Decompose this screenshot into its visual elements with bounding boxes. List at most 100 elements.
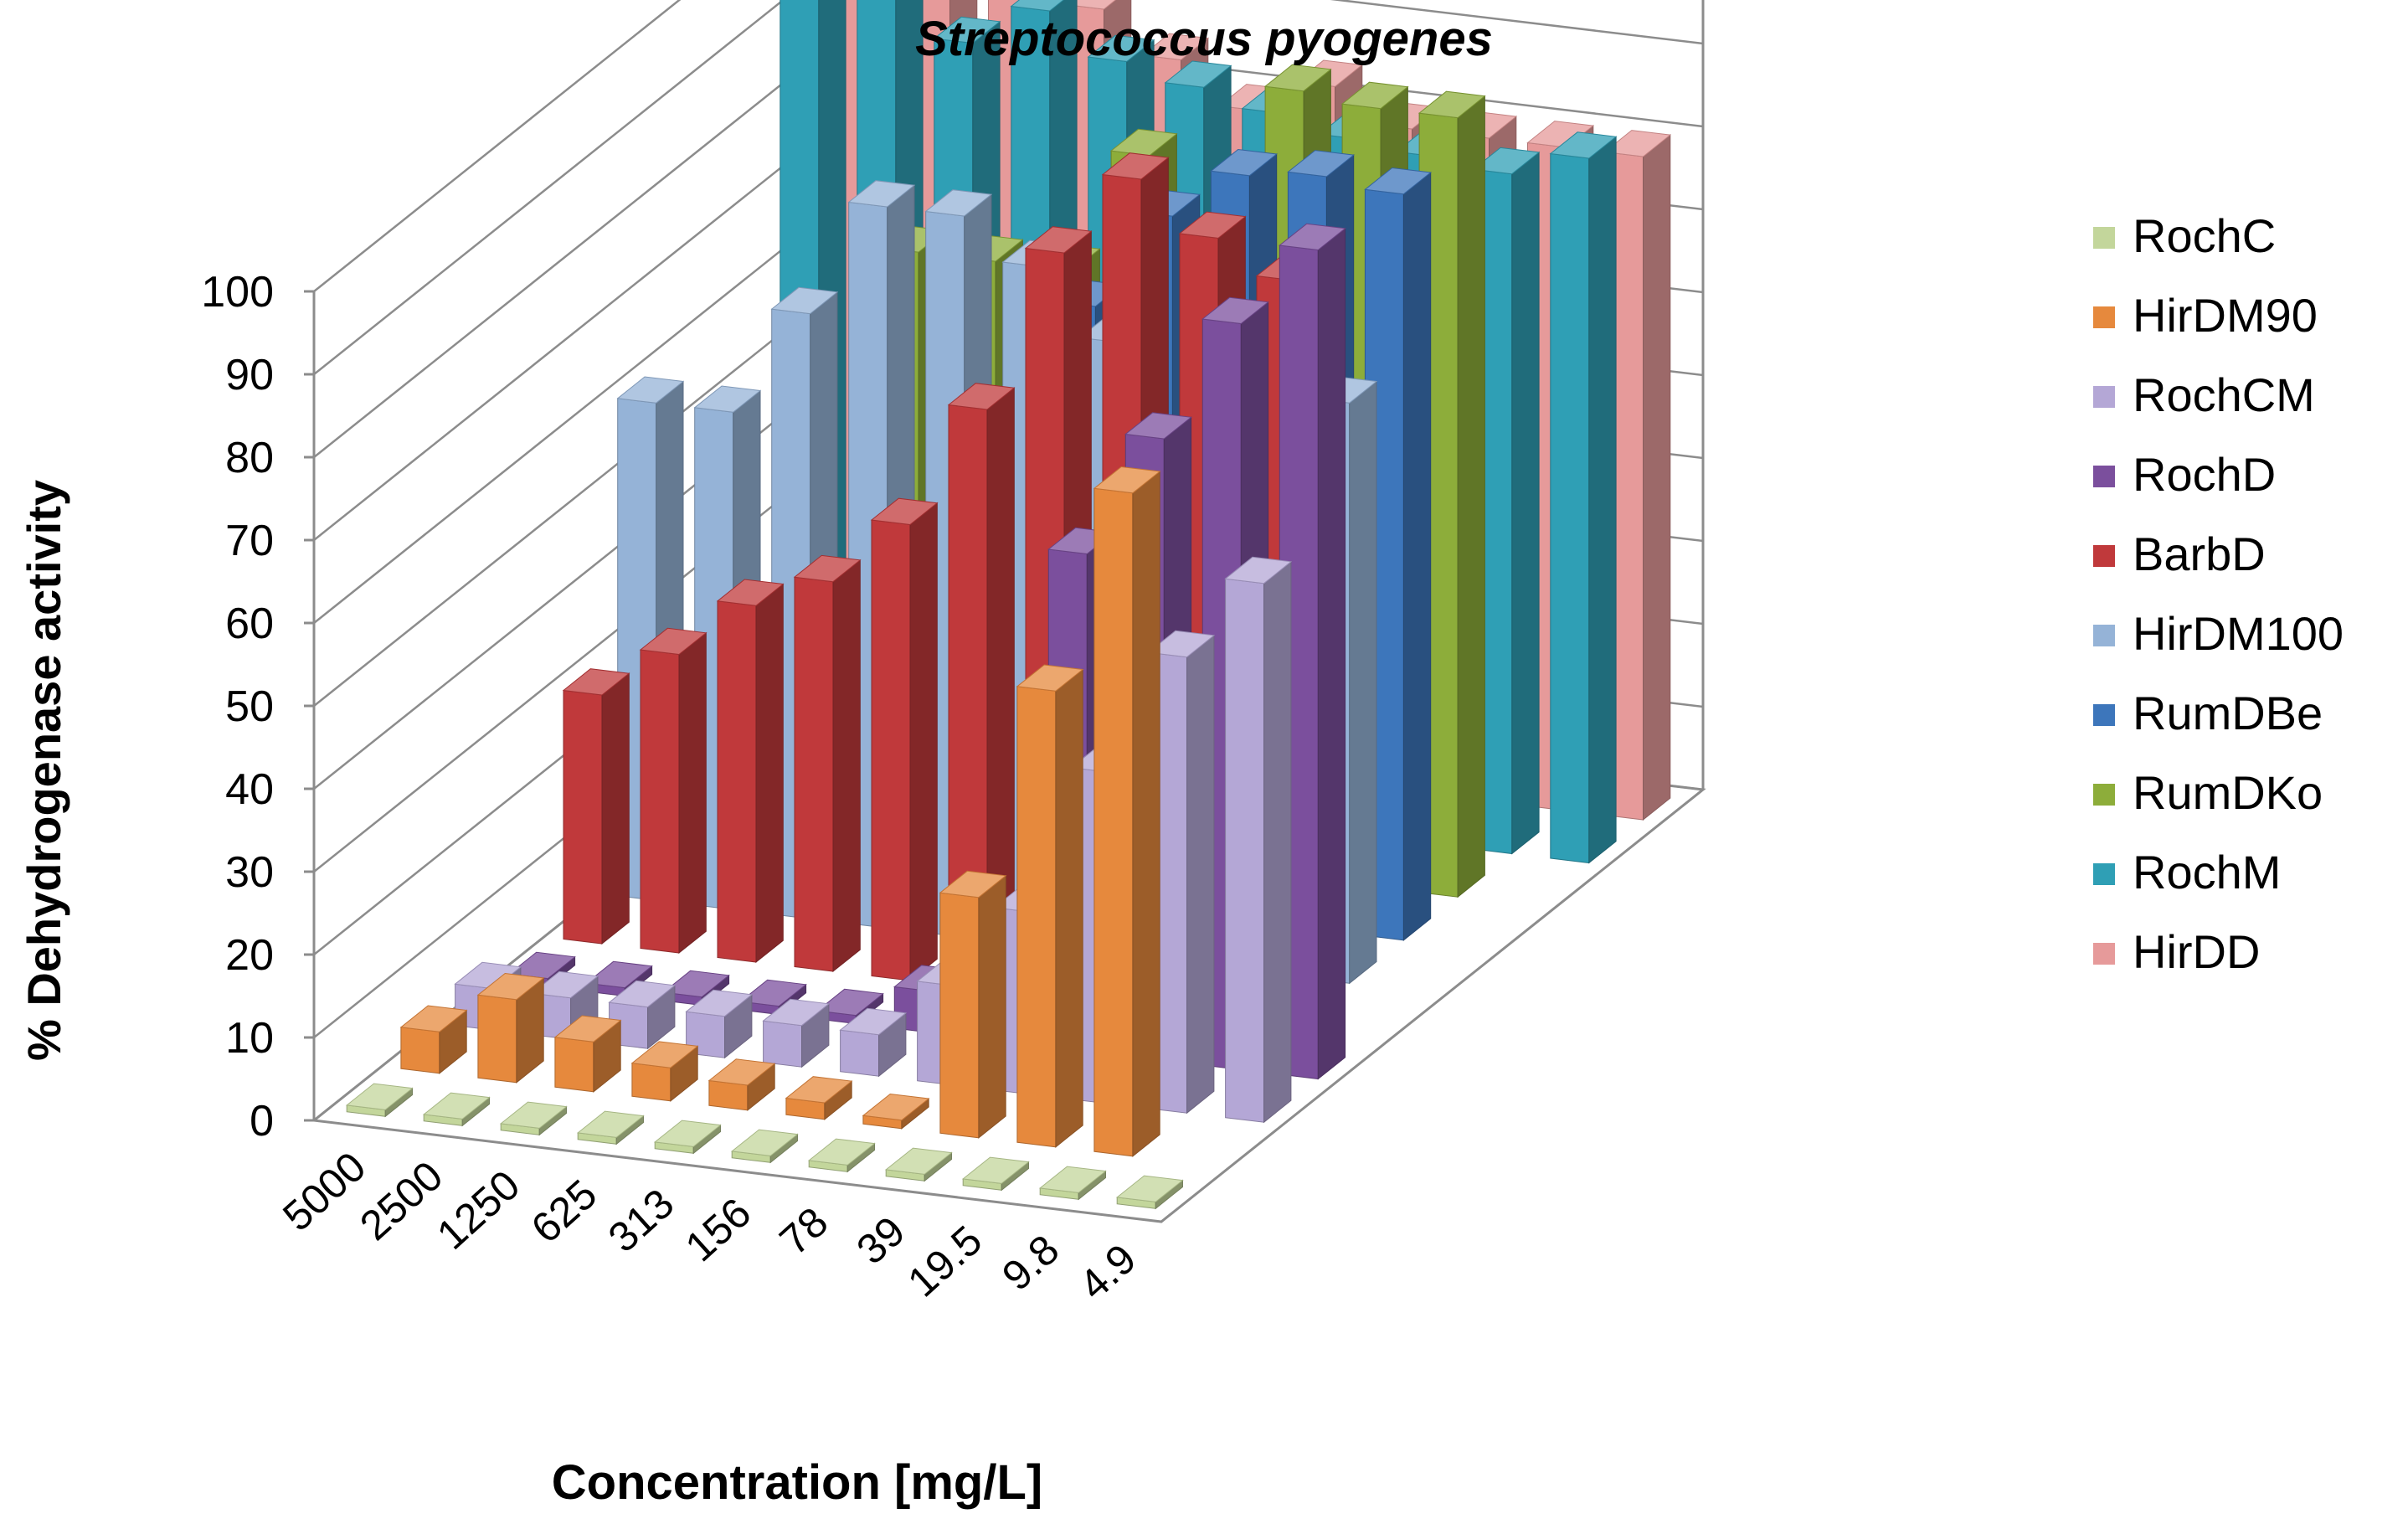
bar-top-face (1164, 60, 1232, 88)
legend-label: HirDM100 (2133, 607, 2344, 660)
bar-RochC-2500 (422, 1092, 491, 1127)
bar-top-face (1526, 121, 1595, 148)
bar-side-face (832, 559, 861, 973)
y-tick-label: 90 (225, 351, 274, 399)
x-tick-label: 1250 (428, 1161, 528, 1259)
bar-BarbD-1250 (716, 579, 785, 964)
bar-side-face (755, 583, 784, 964)
bar-side-face (1588, 136, 1617, 864)
bar-top-face (770, 286, 839, 315)
gridline (313, 0, 682, 292)
bar-HirDM90-313 (707, 1058, 776, 1111)
bar-top-face (939, 870, 1007, 898)
bar-RochC-1250 (499, 1101, 568, 1136)
bar-top-face (585, 960, 653, 989)
bar-RochM-9.8 (1472, 147, 1541, 855)
bar-top-face (1093, 466, 1161, 494)
bar-top-face (1016, 664, 1084, 692)
x-tick-label: 78 (771, 1198, 837, 1264)
bar-HirDM90-156 (785, 1076, 853, 1120)
bar-top-face (1210, 148, 1278, 177)
bar-HirDM90-5000 (399, 1005, 468, 1074)
bar-top-face (1178, 211, 1247, 239)
bar-RochC-9.8 (1038, 1166, 1107, 1201)
bars-layer (345, 0, 1672, 1210)
y-tick-label: 100 (201, 268, 274, 317)
bar-front-face (1093, 487, 1134, 1157)
bar-front-face (1225, 578, 1265, 1123)
x-tick-label: 156 (677, 1189, 759, 1270)
legend-swatch (2093, 863, 2115, 885)
chart-title: Streptococcus pyogenes (915, 12, 1493, 66)
bar-top-face (576, 1110, 645, 1138)
bar-side-face (1317, 227, 1346, 1080)
bar-top-face (924, 189, 993, 217)
y-tick-label: 20 (225, 931, 274, 980)
bar-side-face (678, 631, 707, 955)
bar-top-face (1064, 0, 1117, 10)
bar-top-face (1141, 33, 1210, 61)
bar-top-face (870, 497, 939, 526)
bar-front-face (1016, 686, 1057, 1148)
bar-RochC-19.5 (961, 1156, 1030, 1192)
legend: RochC HirDM90 RochCM RochD BarbD HirDM100 RumD… (2093, 209, 2344, 978)
bar-front-face (640, 649, 680, 954)
legend-swatch (2093, 386, 2115, 408)
x-tick-label: 625 (522, 1171, 605, 1252)
bar-top-face (1364, 167, 1432, 195)
bar-top-face (947, 383, 1016, 410)
bar-top-face (707, 1058, 776, 1086)
x-tick-label: 313 (599, 1180, 682, 1261)
bar-RochCM-4.9 (1224, 556, 1293, 1124)
bar-top-face (1038, 1166, 1107, 1193)
bar-top-face (730, 1129, 799, 1156)
bar-top-face (847, 180, 916, 208)
bar-BarbD-313 (870, 497, 939, 982)
bar-top-face (839, 1007, 908, 1036)
legend-swatch (2093, 227, 2115, 249)
bar-side-face (909, 502, 938, 982)
bar-side-face (1263, 560, 1292, 1124)
bar-BarbD-156 (947, 383, 1016, 991)
bar-front-face (794, 576, 834, 972)
legend-swatch (2093, 306, 2115, 328)
bar-HirDM90-9.8 (1093, 466, 1161, 1157)
bar-top-face (884, 1147, 953, 1175)
bar-top-face (785, 1076, 853, 1104)
legend-swatch (2093, 704, 2115, 726)
bar-top-face (1603, 130, 1672, 157)
bar-RochC-78 (807, 1138, 876, 1173)
y-tick-label: 70 (225, 517, 274, 565)
legend-label: RochC (2133, 209, 2276, 262)
legend-swatch (2093, 943, 2115, 965)
bar-RochC-156 (730, 1129, 799, 1164)
legend-label: RumDBe (2133, 687, 2323, 739)
bar-top-face (1147, 630, 1216, 658)
y-tick-label: 40 (225, 765, 274, 814)
bar-HirDM90-19.5 (1016, 664, 1084, 1148)
bar-top-face (399, 1005, 468, 1032)
bar-top-face (1101, 152, 1170, 180)
bar-top-face (693, 385, 762, 413)
ytick-layer: 0 10 20 30 40 50 60 70 80 90 100 (201, 268, 274, 1145)
legend-label: RumDKo (2133, 766, 2323, 819)
bar-RochCM-1250 (608, 980, 677, 1050)
x-tick-label: 5000 (274, 1143, 374, 1240)
bar-top-face (1418, 90, 1486, 119)
bar-top-face (1340, 81, 1409, 110)
bar-front-face (563, 689, 603, 945)
bar-front-face (1550, 152, 1590, 864)
bar-front-face (840, 1029, 880, 1077)
bar-top-face (653, 1120, 722, 1147)
bar-top-face (499, 1101, 568, 1129)
bar-top-face (422, 1092, 491, 1120)
bar-front-face (717, 600, 757, 963)
bar-top-face (862, 1093, 930, 1121)
bar-side-face (1132, 470, 1160, 1157)
bar-HirDM90-2500 (476, 972, 545, 1084)
bar-top-face (739, 979, 807, 1007)
x-tick-label: 2500 (351, 1152, 451, 1249)
bar-RochC-625 (576, 1110, 645, 1145)
bar-side-face (1349, 380, 1377, 985)
